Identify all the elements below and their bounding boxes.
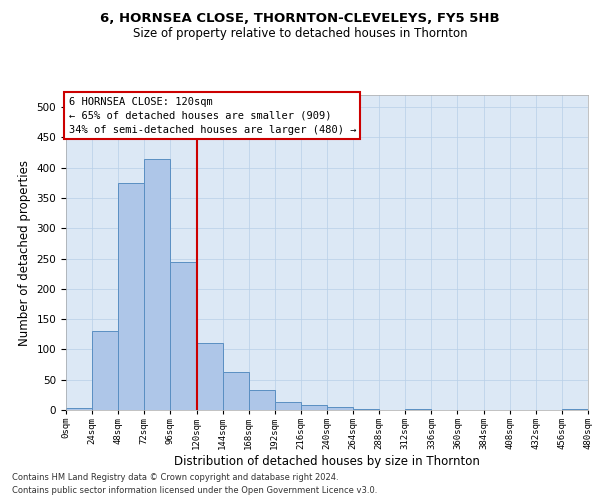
Bar [92, 331, 118, 410]
X-axis label: Distribution of detached houses by size in Thornton: Distribution of detached houses by size … [174, 455, 480, 468]
Bar [170, 262, 196, 410]
Bar [275, 402, 301, 410]
Text: Contains HM Land Registry data © Crown copyright and database right 2024.: Contains HM Land Registry data © Crown c… [12, 474, 338, 482]
Bar [301, 405, 327, 410]
Bar [145, 158, 170, 410]
Text: Contains public sector information licensed under the Open Government Licence v3: Contains public sector information licen… [12, 486, 377, 495]
Bar [223, 372, 249, 410]
Y-axis label: Number of detached properties: Number of detached properties [18, 160, 31, 346]
Bar [66, 408, 92, 410]
Text: 6, HORNSEA CLOSE, THORNTON-CLEVELEYS, FY5 5HB: 6, HORNSEA CLOSE, THORNTON-CLEVELEYS, FY… [100, 12, 500, 26]
Bar [118, 183, 144, 410]
Bar [197, 344, 223, 410]
Bar [327, 407, 353, 410]
Text: Size of property relative to detached houses in Thornton: Size of property relative to detached ho… [133, 28, 467, 40]
Bar [249, 390, 275, 410]
Bar [562, 409, 588, 410]
Text: 6 HORNSEA CLOSE: 120sqm
← 65% of detached houses are smaller (909)
34% of semi-d: 6 HORNSEA CLOSE: 120sqm ← 65% of detache… [68, 96, 356, 134]
